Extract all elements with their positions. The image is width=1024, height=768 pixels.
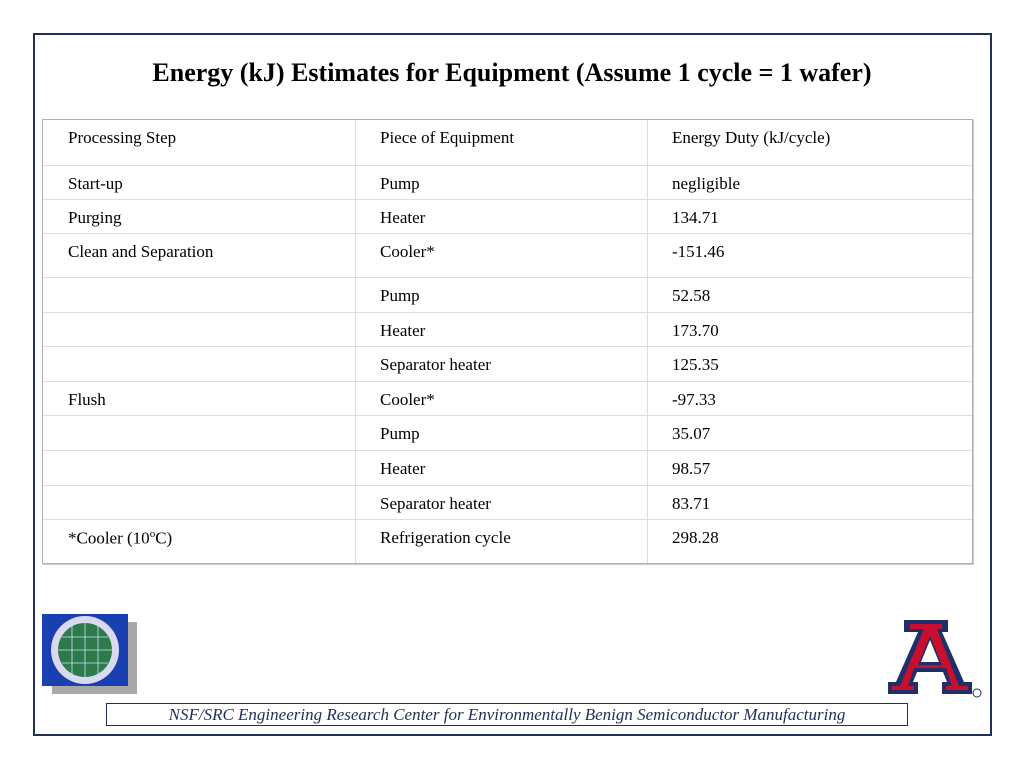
table-row: Heater 98.57 xyxy=(43,450,972,486)
erc-seal-logo xyxy=(42,614,137,694)
table-cell: *Cooler (10oC) xyxy=(43,520,172,564)
table-cell: Heater xyxy=(380,321,426,340)
table-row: Start-up Pump negligible xyxy=(43,165,972,200)
table-row: Flush Cooler* -97.33 xyxy=(43,381,972,416)
table-cell: 173.70 xyxy=(672,321,719,340)
table-cell: Purging xyxy=(68,208,122,227)
column-divider xyxy=(355,120,356,563)
a-fill xyxy=(892,624,968,690)
table-cell: Flush xyxy=(68,390,106,409)
slide-title: Energy (kJ) Estimates for Equipment (Ass… xyxy=(152,58,872,87)
table-cell: 98.57 xyxy=(672,459,711,478)
table-cell: Heater xyxy=(380,208,426,227)
table-row: Clean and Separation Cooler* -151.46 xyxy=(43,233,972,278)
table-cell xyxy=(43,416,68,451)
table-cell: Separator heater xyxy=(380,355,491,374)
table-cell: 83.71 xyxy=(672,494,711,513)
table-row: *Cooler (10oC) Refrigeration cycle 298.28 xyxy=(43,519,972,564)
table-cell: -97.33 xyxy=(672,390,716,409)
table-cell: -151.46 xyxy=(672,242,725,261)
table-cell: negligible xyxy=(672,174,740,193)
table-cell: Pump xyxy=(380,286,420,305)
header-cell: Piece of Equipment xyxy=(380,128,515,147)
table-cell xyxy=(43,278,68,313)
energy-table: Processing Step Piece of Equipment Energy … xyxy=(42,119,973,564)
table-cell: Cooler* xyxy=(380,242,435,261)
header-cell: Energy Duty (kJ/cycle) xyxy=(672,128,831,147)
table-cell xyxy=(43,313,68,347)
column-divider xyxy=(647,120,648,563)
cell-text-part: *Cooler (10 xyxy=(68,528,150,548)
table-row: Separator heater 83.71 xyxy=(43,485,972,520)
table-cell: 134.71 xyxy=(672,208,719,227)
table-cell: 35.07 xyxy=(672,424,711,443)
table-row: Pump 35.07 xyxy=(43,415,972,451)
table-cell xyxy=(43,451,68,486)
table-cell: Clean and Separation xyxy=(68,242,214,261)
table-cell: Pump xyxy=(380,174,420,193)
university-a-logo xyxy=(888,620,982,698)
table-cell: Cooler* xyxy=(380,390,435,409)
table-row: Separator heater 125.35 xyxy=(43,346,972,382)
table-row: Heater 173.70 xyxy=(43,312,972,347)
registered-mark xyxy=(972,688,982,698)
slide-border xyxy=(33,33,992,736)
cell-text-part: o xyxy=(149,528,156,540)
table-cell: Heater xyxy=(380,459,426,478)
table-cell: Refrigeration cycle xyxy=(380,528,511,547)
table-row: Purging Heater 134.71 xyxy=(43,199,972,234)
cell-text-part: C) xyxy=(155,528,173,548)
table-cell xyxy=(43,347,68,382)
table-row: Pump 52.58 xyxy=(43,277,972,313)
globe-grid xyxy=(58,623,112,677)
header-row: Processing Step Piece of Equipment Energy … xyxy=(43,120,972,165)
table-cell xyxy=(43,486,68,520)
table-cell: 298.28 xyxy=(672,528,719,547)
header-cell: Processing Step xyxy=(68,128,177,147)
table-cell: Pump xyxy=(380,424,420,443)
table-cell: Start-up xyxy=(68,174,123,193)
footer-caption: NSF/SRC Engineering Research Center for … xyxy=(106,703,908,726)
table-cell: 125.35 xyxy=(672,355,719,374)
table-cell: 52.58 xyxy=(672,286,711,305)
table-cell: Separator heater xyxy=(380,494,491,513)
